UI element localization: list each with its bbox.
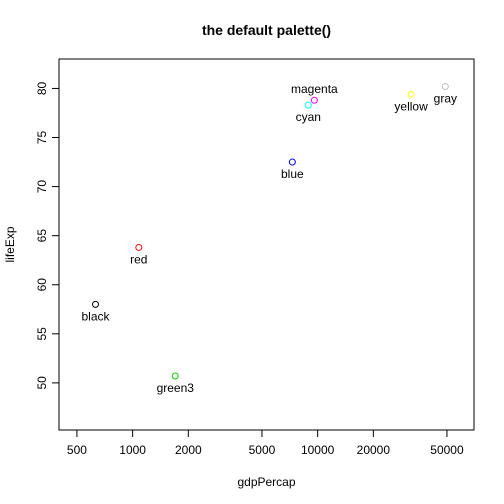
point-magenta	[310, 96, 318, 104]
point-label-red: red	[130, 252, 147, 266]
point-green3	[171, 372, 179, 380]
point-black	[92, 300, 100, 308]
point-cyan	[304, 101, 312, 109]
points-layer	[92, 82, 449, 380]
point-gray	[441, 82, 449, 90]
y-tick-label-3: 65	[35, 229, 49, 243]
x-tick-label-0: 500	[67, 443, 87, 457]
y-axis-title: lifeExp	[3, 226, 17, 262]
x-tick-label-2: 2000	[175, 443, 202, 457]
point-blue	[288, 158, 296, 166]
point-label-yellow: yellow	[394, 99, 428, 113]
point-label-magenta: magenta	[291, 82, 338, 96]
point-labels-layer: black red green3 blue cyan magenta yellow gray	[81, 82, 457, 395]
point-label-blue: blue	[281, 167, 304, 181]
x-tick-label-4: 10000	[301, 443, 335, 457]
y-tick-label-6: 80	[35, 81, 49, 95]
point-red	[135, 243, 143, 251]
y-tick-label-0: 50	[35, 376, 49, 390]
point-label-green3: green3	[157, 381, 195, 395]
point-label-cyan: cyan	[296, 110, 321, 124]
point-label-black: black	[81, 309, 110, 323]
y-tick-label-4: 70	[35, 180, 49, 194]
y-tick-label-2: 60	[35, 278, 49, 292]
y-tick-label-5: 75	[35, 131, 49, 145]
plot-frame	[58, 58, 475, 431]
y-axis: 50 55 60 65 70 75 80	[35, 81, 59, 390]
x-tick-label-5: 20000	[357, 443, 391, 457]
x-axis: 500 1000 2000 5000 10000 20000 50000	[67, 430, 464, 457]
chart-title: the default palette()	[202, 22, 331, 38]
x-axis-title: gdpPercap	[237, 475, 295, 489]
point-yellow	[407, 90, 415, 98]
x-tick-label-1: 1000	[119, 443, 146, 457]
x-tick-label-3: 5000	[249, 443, 276, 457]
y-tick-label-1: 55	[35, 327, 49, 341]
point-label-gray: gray	[434, 91, 457, 105]
x-tick-label-6: 50000	[430, 443, 464, 457]
